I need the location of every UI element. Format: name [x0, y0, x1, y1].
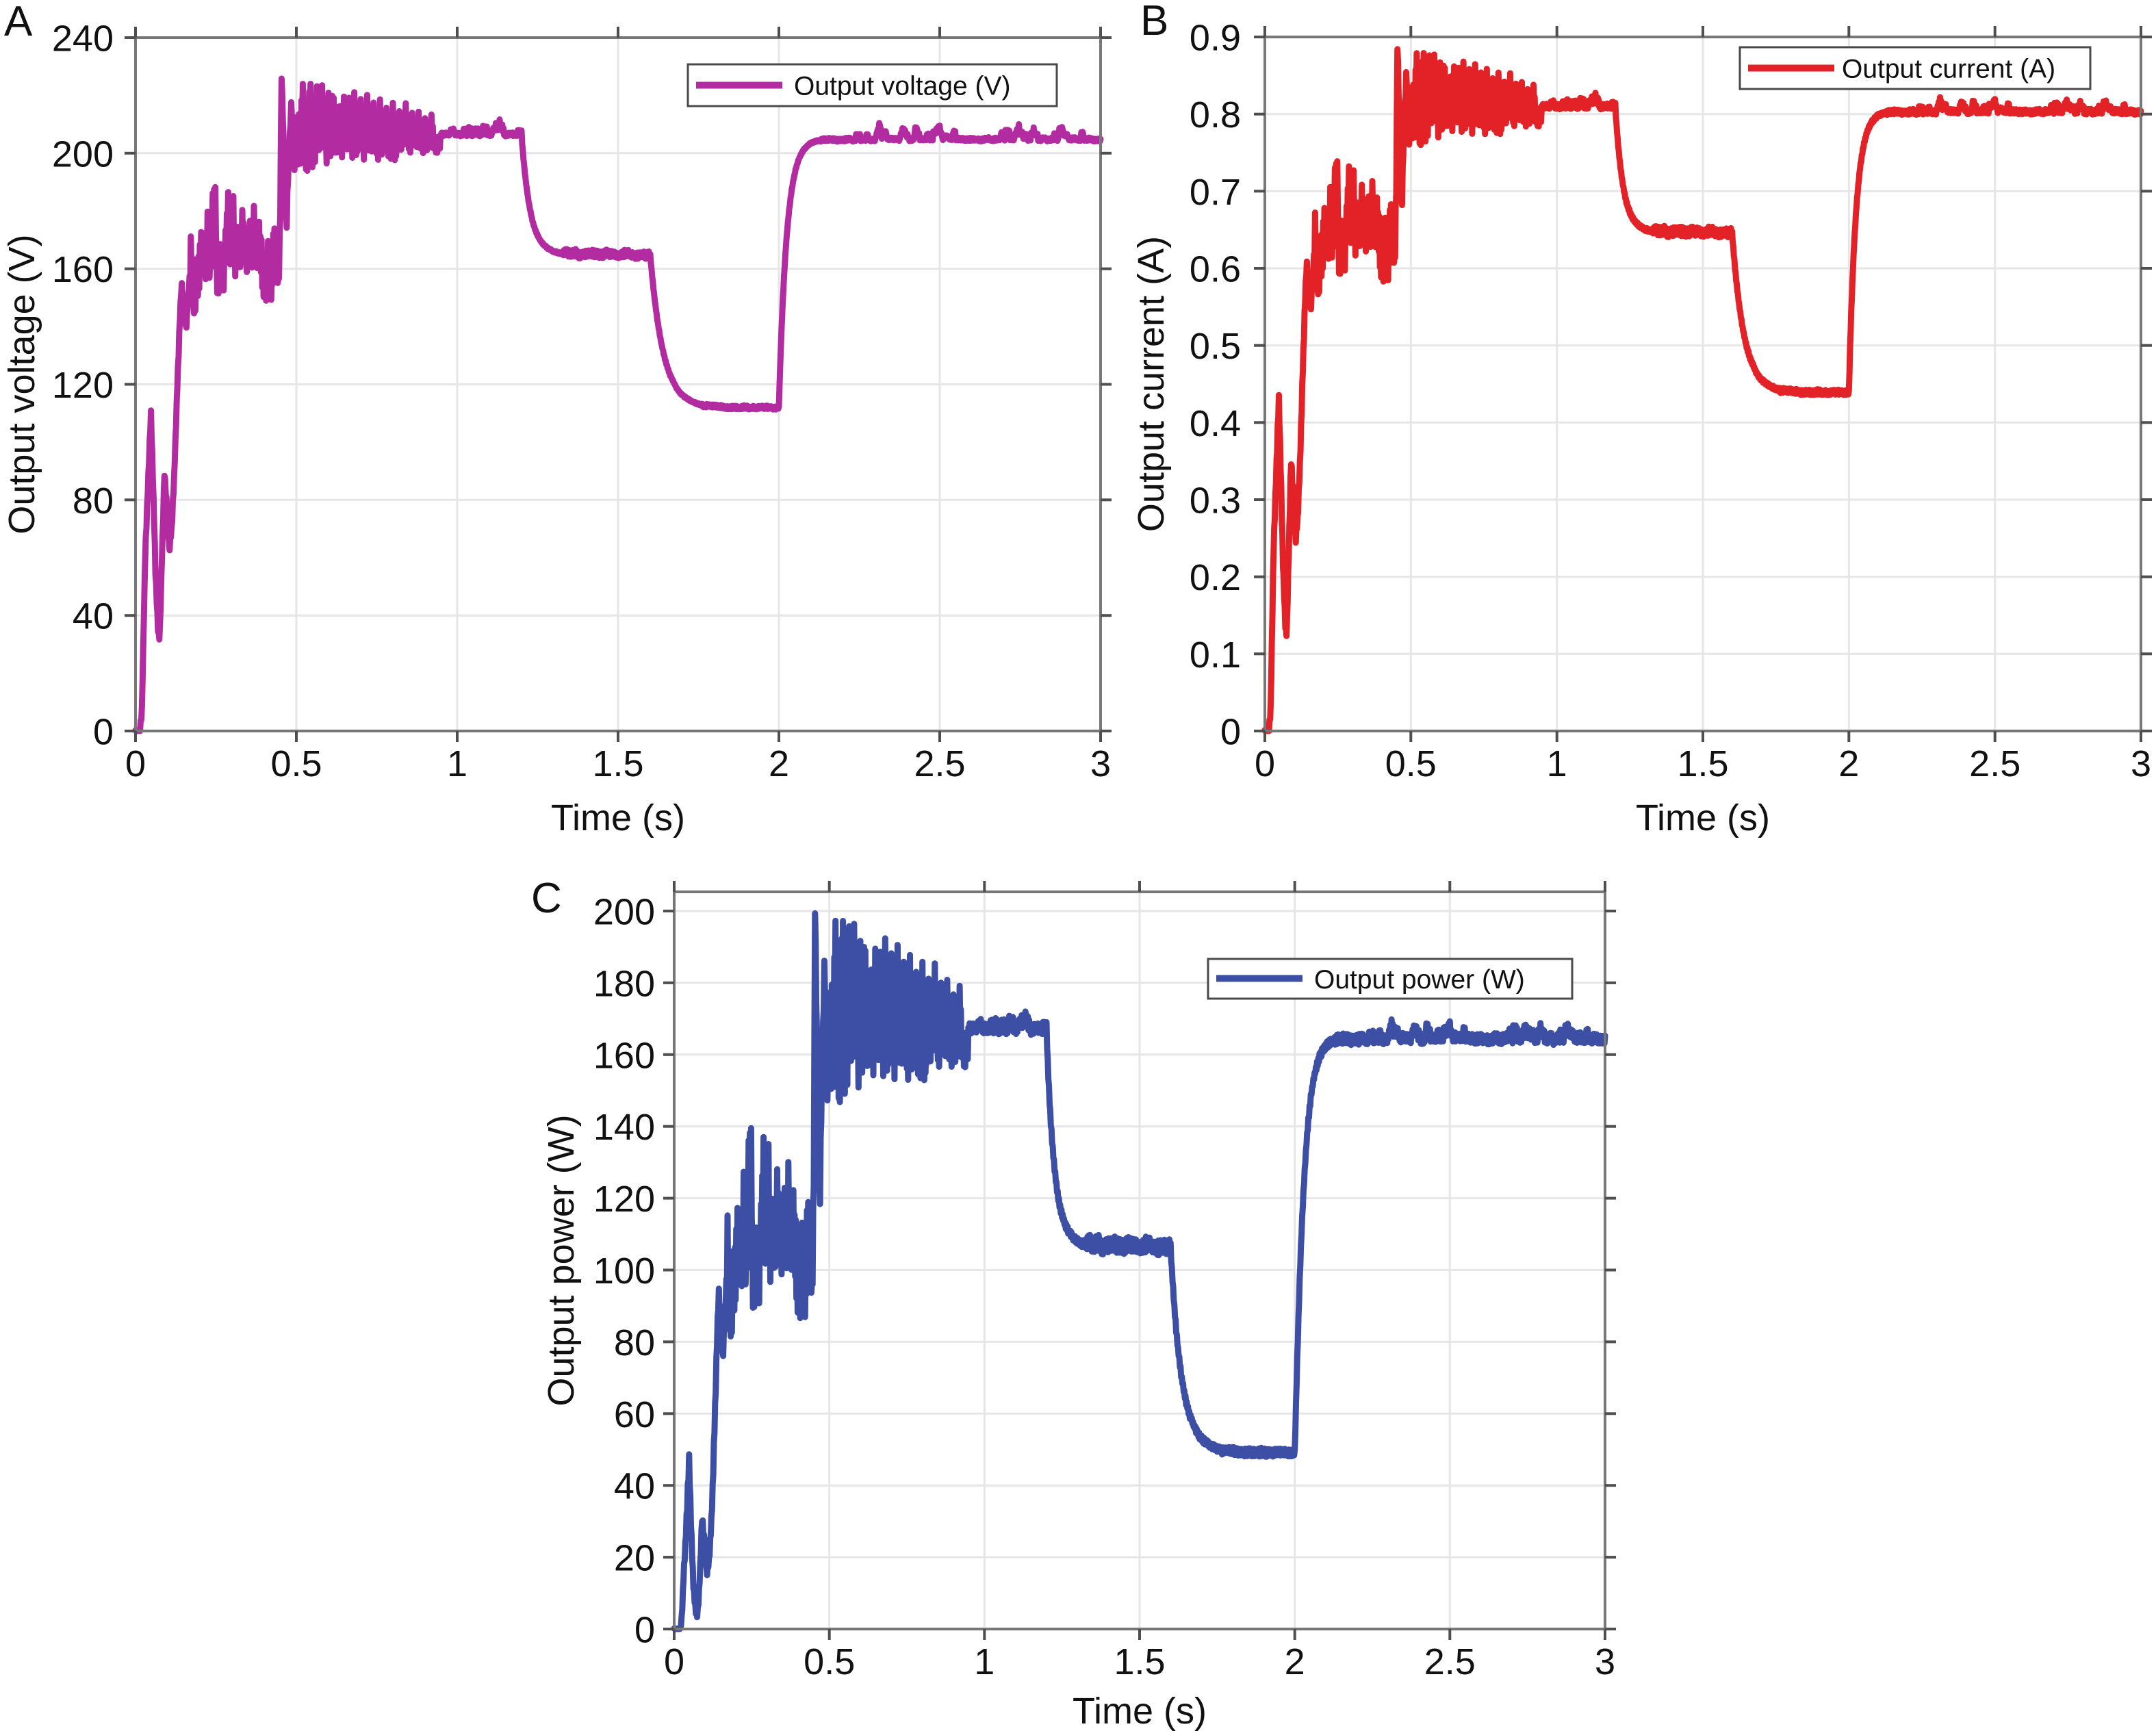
svg-text:1.5: 1.5 — [1677, 743, 1728, 784]
svg-text:Time (s): Time (s) — [551, 797, 685, 838]
svg-text:0.3: 0.3 — [1190, 480, 1241, 522]
svg-text:0: 0 — [93, 712, 114, 753]
svg-text:1.5: 1.5 — [592, 743, 643, 784]
svg-text:0: 0 — [1255, 743, 1275, 784]
svg-text:1: 1 — [1547, 743, 1567, 784]
svg-text:Output voltage (V): Output voltage (V) — [794, 72, 1011, 101]
svg-text:40: 40 — [614, 1466, 655, 1507]
svg-text:Time (s): Time (s) — [1073, 1691, 1207, 1731]
svg-text:0.7: 0.7 — [1190, 172, 1241, 213]
svg-text:80: 80 — [73, 480, 114, 522]
svg-text:2.5: 2.5 — [914, 743, 965, 784]
svg-text:0.2: 0.2 — [1190, 557, 1241, 598]
svg-text:C: C — [531, 875, 562, 922]
svg-text:200: 200 — [52, 133, 114, 175]
svg-text:0.6: 0.6 — [1190, 249, 1241, 290]
svg-text:20: 20 — [614, 1538, 655, 1579]
svg-text:180: 180 — [593, 963, 655, 1004]
svg-text:0.5: 0.5 — [804, 1641, 855, 1682]
svg-text:1.5: 1.5 — [1114, 1641, 1165, 1682]
svg-text:2: 2 — [769, 743, 789, 784]
svg-text:160: 160 — [593, 1035, 655, 1076]
svg-text:Output power (W): Output power (W) — [1314, 965, 1525, 995]
svg-text:0.4: 0.4 — [1190, 403, 1241, 444]
svg-text:0: 0 — [664, 1641, 684, 1682]
svg-text:3: 3 — [1090, 743, 1111, 784]
svg-text:1: 1 — [447, 743, 467, 784]
svg-text:2: 2 — [1285, 1641, 1305, 1682]
svg-text:A: A — [4, 0, 33, 45]
svg-text:100: 100 — [593, 1251, 655, 1292]
svg-text:Time (s): Time (s) — [1636, 797, 1770, 838]
svg-text:3: 3 — [2131, 743, 2151, 784]
svg-text:2.5: 2.5 — [1424, 1641, 1476, 1682]
svg-text:0: 0 — [634, 1610, 655, 1651]
svg-text:120: 120 — [593, 1179, 655, 1220]
svg-text:2: 2 — [1838, 743, 1859, 784]
svg-text:0.9: 0.9 — [1190, 18, 1241, 59]
svg-text:Output voltage (V): Output voltage (V) — [1, 234, 42, 534]
svg-text:240: 240 — [52, 18, 114, 60]
svg-text:160: 160 — [52, 249, 114, 290]
svg-text:2.5: 2.5 — [1969, 743, 2020, 784]
svg-text:Output power (W): Output power (W) — [541, 1114, 582, 1406]
svg-text:1: 1 — [974, 1641, 994, 1682]
svg-text:200: 200 — [593, 892, 655, 933]
svg-text:0.5: 0.5 — [1190, 326, 1241, 367]
svg-text:0: 0 — [1220, 712, 1241, 753]
svg-text:0.8: 0.8 — [1190, 94, 1241, 136]
svg-text:80: 80 — [614, 1322, 655, 1363]
svg-text:3: 3 — [1595, 1641, 1615, 1682]
svg-text:0.5: 0.5 — [1385, 743, 1437, 784]
svg-text:140: 140 — [593, 1107, 655, 1148]
svg-text:0.5: 0.5 — [270, 743, 322, 784]
svg-text:B: B — [1140, 0, 1168, 44]
svg-text:Output current (A): Output current (A) — [1842, 55, 2055, 84]
svg-text:40: 40 — [73, 596, 114, 637]
svg-text:60: 60 — [614, 1394, 655, 1435]
svg-text:0: 0 — [125, 743, 146, 784]
svg-text:Output current (A): Output current (A) — [1131, 236, 1172, 532]
svg-text:0.1: 0.1 — [1190, 634, 1241, 676]
svg-text:120: 120 — [52, 365, 114, 406]
